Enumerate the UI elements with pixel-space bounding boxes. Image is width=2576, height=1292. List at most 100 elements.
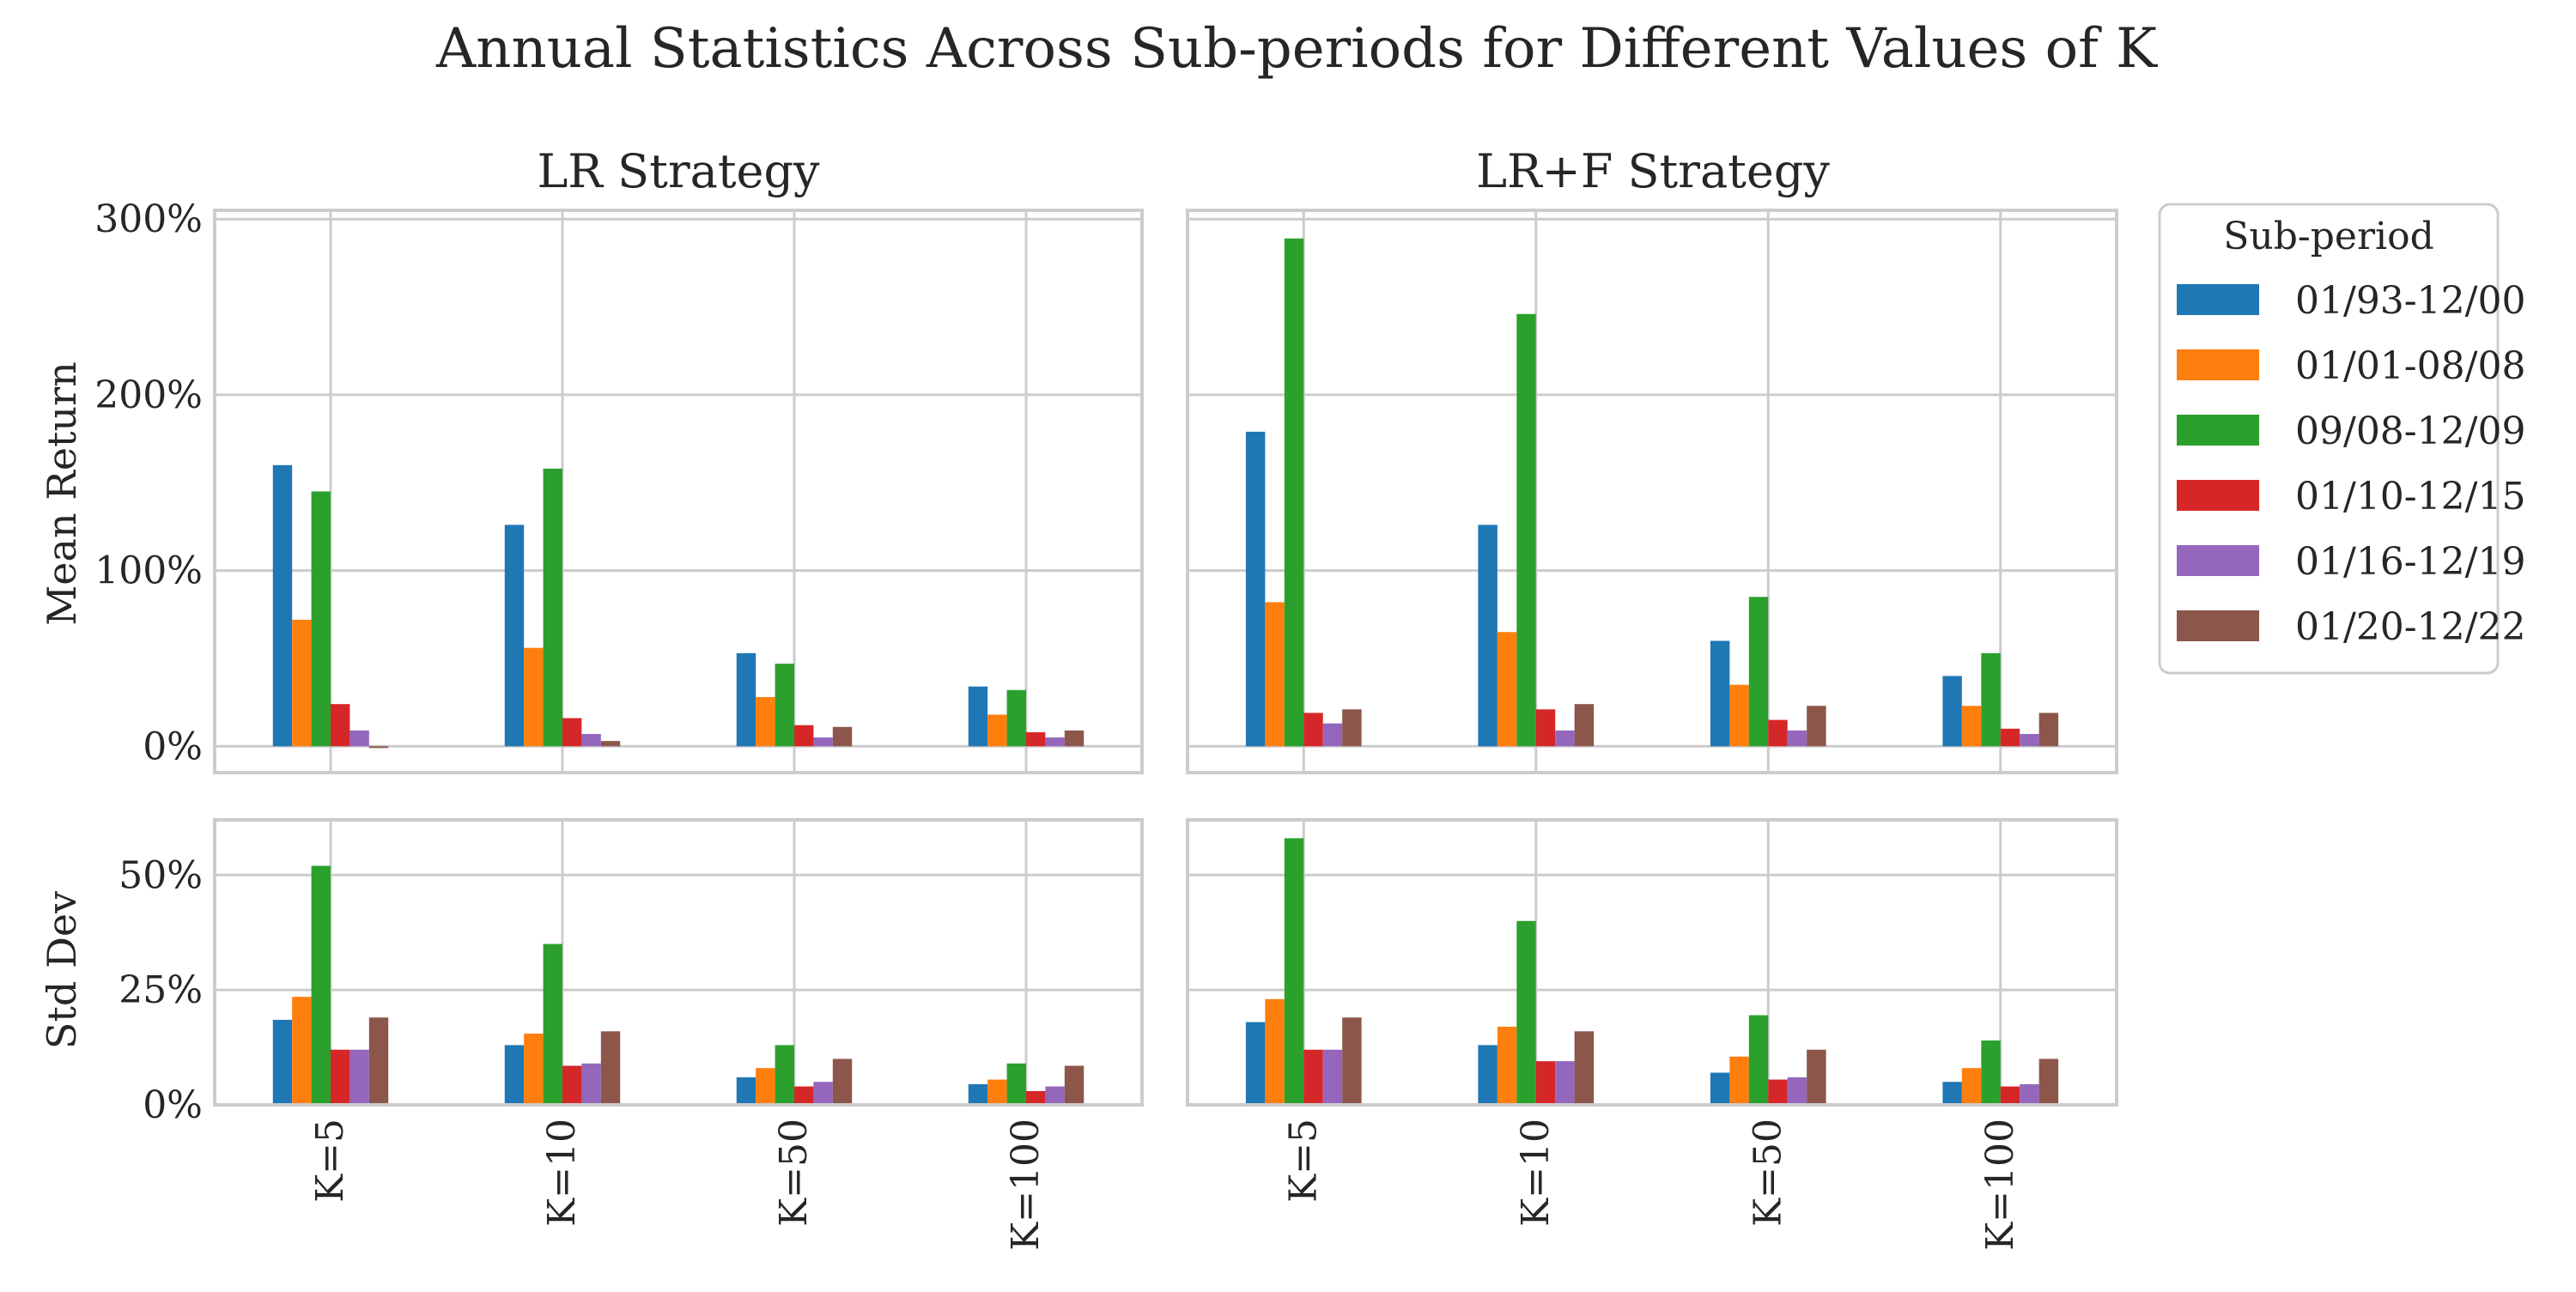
bar-k10-series-5 xyxy=(1555,1061,1575,1105)
bar-k100-series-6 xyxy=(2038,1058,2059,1105)
bar-k10-series-2 xyxy=(1497,1026,1517,1105)
axes-frame xyxy=(213,818,1144,1107)
bar-k100-series-2 xyxy=(987,1079,1007,1105)
bar-k100-series-3 xyxy=(1981,652,2001,747)
bar-k10-series-3 xyxy=(1516,313,1536,747)
bar-k10-series-4 xyxy=(562,718,582,747)
bar-k5-series-2 xyxy=(292,619,312,747)
legend-swatch xyxy=(2177,415,2259,446)
bar-k100-series-1 xyxy=(1942,1082,1962,1105)
bar-k5-series-1 xyxy=(272,1019,293,1105)
bar-k100-series-6 xyxy=(1064,1065,1084,1105)
panel-mean-lrf xyxy=(1186,209,2118,774)
bar-k5-series-4 xyxy=(331,704,350,747)
x-tick-label: K=100 xyxy=(1004,1119,1048,1251)
bar-k50-series-1 xyxy=(1710,640,1730,747)
bar-k5-series-5 xyxy=(349,730,369,747)
bar-k5-series-2 xyxy=(1265,998,1285,1105)
bar-k100-series-4 xyxy=(2000,728,2020,747)
bar-k10-series-3 xyxy=(543,468,562,747)
bar-k50-series-5 xyxy=(1787,1077,1807,1105)
legend-label: 01/10-12/15 xyxy=(2295,475,2525,519)
bar-k10-series-1 xyxy=(504,525,525,747)
bar-k100-series-3 xyxy=(1006,1063,1026,1105)
bar-k100-series-5 xyxy=(1045,737,1065,747)
bar-k50-series-3 xyxy=(1748,597,1769,747)
panel-mean-lr: 0% 100% 200% 300% xyxy=(94,197,1144,774)
bar-k50-series-6 xyxy=(1807,1049,1826,1105)
bar-k50-series-1 xyxy=(1710,1072,1730,1105)
bar-k10-series-1 xyxy=(1478,525,1498,747)
bar-k100-series-4 xyxy=(2000,1086,2020,1105)
x-tick-label: K=50 xyxy=(1746,1119,1789,1227)
bar-k50-series-2 xyxy=(756,696,775,747)
bar-k50-series-6 xyxy=(832,726,853,747)
bar-k5-series-1 xyxy=(1245,431,1266,747)
legend-swatch xyxy=(2177,480,2259,511)
y-tick-label: 25% xyxy=(118,968,203,1012)
bar-k100-series-4 xyxy=(1026,1090,1046,1105)
legend-label: 01/01-08/08 xyxy=(2295,344,2525,388)
axes-frame xyxy=(213,209,1144,774)
figure-title: Annual Statistics Across Sub-periods for… xyxy=(435,17,2158,81)
bar-k5-series-2 xyxy=(292,997,312,1105)
bar-k5-series-6 xyxy=(368,1017,389,1105)
bar-k5-series-4 xyxy=(331,1049,350,1105)
bar-k5-series-3 xyxy=(1284,238,1304,747)
bar-k10-series-4 xyxy=(562,1065,582,1105)
legend-label: 01/16-12/19 xyxy=(2295,540,2525,584)
bar-k100-series-6 xyxy=(2038,713,2059,747)
bar-k50-series-2 xyxy=(756,1068,775,1105)
bar-k50-series-5 xyxy=(1787,730,1807,747)
y-tick-label: 200% xyxy=(94,373,203,417)
bar-k50-series-6 xyxy=(832,1058,853,1105)
bar-k10-series-6 xyxy=(1574,704,1595,747)
x-tick-label: K=50 xyxy=(772,1119,816,1227)
y-tick-label: 100% xyxy=(94,549,203,593)
bar-k10-series-6 xyxy=(1574,1031,1595,1105)
bar-k100-series-5 xyxy=(2020,733,2039,747)
bar-k10-series-1 xyxy=(504,1045,525,1105)
ylabel-std-dev: Std Dev xyxy=(39,891,85,1049)
bar-k50-series-4 xyxy=(794,725,814,747)
legend-swatch xyxy=(2177,349,2259,380)
bar-k50-series-4 xyxy=(1768,1079,1788,1105)
bar-k10-series-4 xyxy=(1535,709,1556,747)
bar-k5-series-3 xyxy=(311,491,331,747)
bar-k10-series-6 xyxy=(600,741,621,747)
legend-swatch xyxy=(2177,545,2259,576)
bar-k50-series-3 xyxy=(775,664,794,747)
legend-swatch xyxy=(2177,610,2259,641)
bar-k10-series-5 xyxy=(581,733,601,747)
axes-frame xyxy=(1186,818,2118,1107)
ylabel-mean-return: Mean Return xyxy=(39,361,85,626)
bar-k100-series-2 xyxy=(1961,706,1982,747)
bar-k5-series-1 xyxy=(1245,1022,1266,1105)
bar-k100-series-4 xyxy=(1026,731,1046,747)
y-tick-label: 300% xyxy=(94,197,203,241)
x-tick-label: K=10 xyxy=(1514,1119,1558,1227)
bar-k5-series-3 xyxy=(1284,838,1304,1105)
legend-label: 01/93-12/00 xyxy=(2295,279,2525,323)
bar-k10-series-2 xyxy=(1497,632,1517,747)
bar-k50-series-3 xyxy=(775,1045,794,1105)
bar-k100-series-5 xyxy=(2020,1083,2039,1105)
bar-k5-series-1 xyxy=(272,464,293,747)
x-tick-label: K=10 xyxy=(540,1119,584,1227)
bar-k100-series-6 xyxy=(1064,730,1084,747)
panel-title-lrf: LR+F Strategy xyxy=(1476,144,1830,198)
bar-k100-series-2 xyxy=(987,714,1007,747)
bar-k100-series-3 xyxy=(1006,689,1026,747)
bar-k10-series-2 xyxy=(524,1034,544,1105)
bar-k10-series-4 xyxy=(1535,1061,1556,1105)
bar-k5-series-6 xyxy=(368,746,389,749)
bar-k10-series-1 xyxy=(1478,1045,1498,1105)
panel-std-lr: 0% 25% 50% K=5 K=10 K=50 K=100 xyxy=(118,818,1144,1251)
panel-title-lr: LR Strategy xyxy=(537,144,820,198)
bar-k10-series-6 xyxy=(600,1031,621,1105)
bar-k5-series-5 xyxy=(349,1049,369,1105)
bar-k100-series-1 xyxy=(968,686,988,747)
x-tick-label: K=5 xyxy=(1281,1119,1325,1203)
bar-k50-series-2 xyxy=(1729,684,1749,747)
